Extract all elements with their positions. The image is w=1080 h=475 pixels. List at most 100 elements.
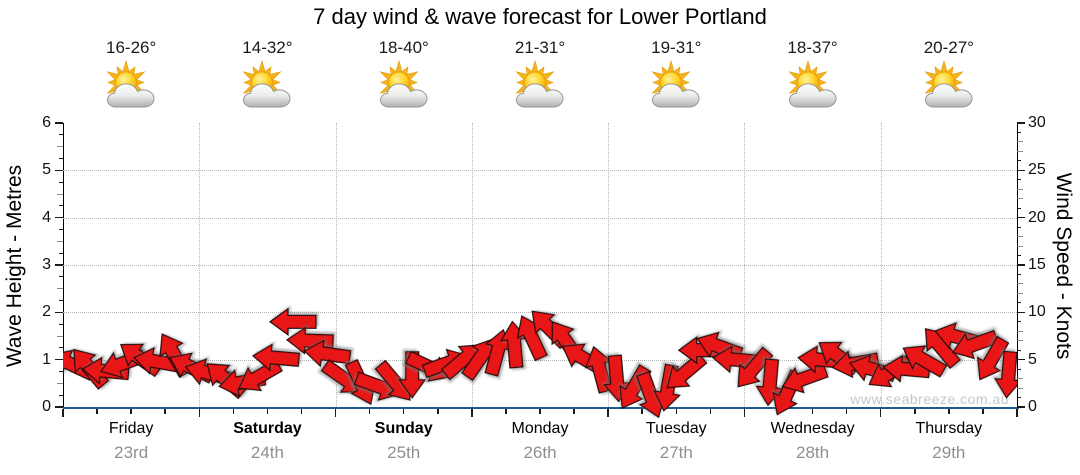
x-axis-minor-tick	[232, 409, 235, 414]
day-boundary-gridline	[880, 123, 882, 407]
day-date-label: 25th	[387, 443, 421, 462]
right-axis-minor-tick	[1017, 349, 1021, 351]
left-axis-tick-label: 1	[42, 350, 51, 368]
h-gridline	[63, 265, 1017, 266]
day-date-label: 27th	[659, 443, 693, 462]
right-axis-minor-tick	[1017, 283, 1023, 285]
left-axis-tick-label: 6	[42, 114, 51, 131]
left-axis-tick	[55, 406, 63, 408]
right-axis-minor-tick	[1017, 273, 1021, 275]
left-axis-minor-tick	[57, 335, 63, 337]
right-axis-tick-label: 15	[1028, 256, 1046, 273]
wind-arrow-layer	[63, 307, 1017, 419]
chart-title: 7 day wind & wave forecast for Lower Por…	[313, 4, 767, 29]
right-axis-minor-tick	[1017, 255, 1021, 257]
sun-behind-cloud-icon	[644, 59, 708, 123]
right-axis-minor-tick	[1017, 292, 1023, 294]
sun-behind-cloud-icon	[917, 59, 981, 123]
left-axis-minor-tick	[57, 146, 63, 148]
left-axis-tick	[55, 358, 63, 361]
left-axis-minor-tick	[59, 394, 63, 396]
right-axis-tick	[1017, 358, 1025, 361]
x-axis-minor-tick	[300, 409, 303, 414]
x-axis-minor-tick	[96, 409, 98, 414]
x-axis-minor-tick	[811, 409, 814, 414]
wind-arrow	[251, 343, 301, 372]
x-axis-line	[63, 407, 1019, 409]
watermark: www.seabreeze.com.au	[850, 391, 1009, 407]
right-axis-minor-tick	[1017, 245, 1023, 247]
left-axis-tick-label: 4	[42, 208, 51, 226]
right-axis-minor-tick	[1017, 160, 1021, 162]
x-axis-minor-tick	[709, 409, 712, 414]
right-axis-tick	[1017, 216, 1025, 219]
left-axis-minor-tick	[59, 371, 63, 372]
x-axis-minor-tick	[573, 409, 575, 414]
x-axis-minor-tick	[845, 409, 848, 414]
h-gridline	[63, 359, 1017, 361]
x-axis-minor-tick	[914, 409, 916, 414]
left-axis-minor-tick	[59, 323, 63, 325]
right-axis-tick-label: 20	[1028, 208, 1046, 226]
right-axis-minor-tick	[1017, 207, 1021, 209]
right-axis-tick	[1017, 406, 1025, 408]
left-axis-minor-tick	[59, 158, 63, 159]
right-axis-minor-tick	[1017, 188, 1023, 190]
day-name-label: Sunday	[374, 420, 433, 437]
x-axis-minor-tick	[641, 409, 643, 414]
day-name-label: Friday	[108, 420, 154, 437]
right-axis-minor-tick	[1017, 141, 1023, 143]
temp-range-label: 16-26°	[106, 38, 157, 57]
left-axis-minor-tick	[59, 300, 63, 301]
day-boundary-gridline	[199, 123, 201, 407]
day-date-label: 26th	[523, 443, 557, 462]
left-axis-minor-tick	[57, 288, 63, 290]
left-axis-tick-label: 0	[42, 398, 51, 415]
day-name-label: Tuesday	[645, 420, 707, 437]
x-axis-major-tick	[1016, 409, 1018, 417]
left-axis-tick-label: 2	[42, 303, 51, 321]
right-axis-minor-tick	[1017, 368, 1021, 370]
left-axis-tick	[55, 216, 63, 219]
x-axis-minor-tick	[437, 409, 439, 414]
day-date-label: 24th	[250, 443, 284, 462]
day-boundary-gridline	[471, 123, 473, 407]
day-date-label: 23rd	[114, 443, 149, 462]
temp-range-label: 14-32°	[242, 38, 293, 57]
day-boundary-gridline	[608, 123, 610, 407]
sun-behind-cloud-icon	[99, 59, 163, 123]
right-axis-minor-tick	[1017, 321, 1021, 323]
left-axis-tick	[55, 311, 63, 314]
x-axis-minor-tick	[164, 409, 166, 414]
h-gridline	[63, 217, 1017, 219]
right-axis-tick	[1017, 169, 1025, 172]
x-axis-major-tick	[743, 409, 746, 417]
x-axis-minor-tick	[368, 409, 371, 414]
sun-behind-cloud-icon	[372, 59, 436, 123]
x-axis-minor-tick	[948, 409, 950, 414]
right-axis-minor-tick	[1017, 330, 1023, 332]
temp-range-label: 18-37°	[787, 38, 838, 57]
left-axis-tick	[55, 264, 63, 266]
wind-arrow	[993, 350, 1017, 399]
temp-range-label: 18-40°	[378, 38, 429, 57]
day-date-label: 29th	[932, 443, 966, 462]
right-axis-minor-tick	[1017, 150, 1023, 152]
day-date-label: 28th	[796, 443, 830, 462]
left-axis-tick	[55, 122, 63, 124]
x-axis-minor-tick	[505, 409, 507, 414]
right-axis-tick	[1017, 264, 1025, 266]
left-axis-minor-tick	[59, 229, 63, 230]
left-axis-minor-tick	[57, 240, 63, 242]
left-axis-minor-tick	[59, 252, 63, 254]
sun-behind-cloud-icon	[508, 59, 572, 123]
x-axis-major-tick	[334, 409, 337, 417]
wind-arrow	[268, 307, 317, 336]
sun-behind-cloud-icon	[235, 59, 299, 123]
right-axis-minor-tick	[1017, 302, 1021, 304]
right-axis-tick-label: 10	[1028, 303, 1046, 321]
x-axis-minor-tick	[675, 409, 678, 414]
x-axis-major-tick	[607, 409, 609, 417]
right-axis-minor-tick	[1017, 198, 1023, 200]
